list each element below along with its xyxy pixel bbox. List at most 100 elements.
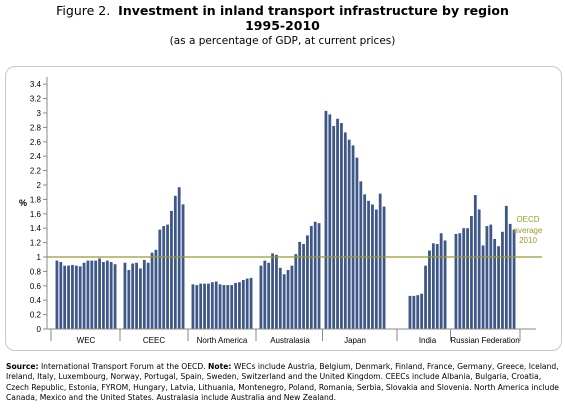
y-tick-label: 1.6 [30,210,42,219]
bar [504,205,508,329]
bar [374,209,378,329]
bar [249,277,253,329]
bar [181,204,185,329]
bar [462,228,466,329]
figure-label: Figure 2. [56,3,111,18]
bar [282,274,286,329]
bar [371,204,374,329]
reference-label-line3: 2010 [519,236,537,245]
y-tick-label: 1.2 [30,239,42,248]
x-axis: WEC CEEC North America Australasia Japan Indi… [47,328,536,345]
bar [328,114,332,329]
x-category-label: Japan [344,336,366,345]
x-category-label: WEC [77,336,96,345]
bar [78,266,82,329]
chart-panel: 0 0.2 0.4 0.6 0.8 1 1.2 1.4 1.6 1.8 2 2.2 2.4 2.6 2.8 3… [5,66,562,351]
source-label: Source: [6,362,39,371]
y-tick-label: 1.8 [30,195,42,204]
bar [177,187,181,329]
y-tick-label: 1 [37,253,42,262]
x-category-label: CEEC [143,336,165,345]
source-note: Source: International Transport Forum at… [6,362,561,403]
bar [347,139,351,329]
bar [508,223,512,329]
bar [309,226,313,329]
x-category-label: Australasia [270,336,310,345]
bar [302,244,305,329]
y-axis: 0 0.2 0.4 0.6 0.8 1 1.2 1.4 1.6 1.8 2 2.2 2.4 2.6 2.8 3… [19,77,48,334]
bar [435,244,439,329]
reference-label-line2: average [514,226,543,235]
bar [170,210,173,329]
bar-chart: 0 0.2 0.4 0.6 0.8 1 1.2 1.4 1.6 1.8 2 2.2 2.4 2.6 2.8 3… [19,77,543,345]
y-tick-label: 0.8 [30,267,42,276]
bar [241,280,245,329]
y-tick-label: 2.6 [30,138,42,147]
bar [512,229,516,329]
source-text: International Transport Forum at the OEC… [38,362,209,371]
y-tick-label: 2.8 [30,123,42,132]
bar [267,262,271,329]
x-category-label: Russian Federation [450,336,519,345]
bar [67,265,70,329]
bar [123,262,127,329]
bar [109,262,113,329]
y-tick-label: 0 [37,325,42,334]
bars [55,110,516,330]
y-tick-label: 2.2 [30,167,42,176]
bar [207,283,210,329]
bar [271,253,274,329]
bar [82,262,86,329]
bar [131,263,135,329]
bar [166,224,169,329]
bar [324,110,328,329]
figure-subtitle: (as a percentage of GDP, at current pric… [169,35,396,47]
y-tick-label: 2.4 [30,152,42,161]
bar [214,281,218,329]
bar [439,233,443,329]
y-tick-label: 3.4 [30,80,42,89]
bar [443,240,447,329]
bar [98,258,101,329]
bar [113,264,117,329]
bar [135,262,138,329]
bar [313,221,317,329]
bar [210,282,214,329]
note-label: Note: [208,362,232,371]
bar [340,123,343,329]
bar [466,228,469,329]
figure-main-title: Investment in inland transport infrastru… [118,3,509,18]
bar [317,223,321,329]
bar [378,193,382,329]
bar [94,260,98,329]
bar [162,226,166,329]
bar [203,283,206,329]
bar [173,195,177,329]
bar [139,268,142,329]
bar [234,282,237,329]
bar [363,194,367,329]
y-axis-label: % [19,198,27,208]
bar [470,215,473,329]
bar [199,283,203,329]
bar [298,241,302,329]
bar [477,209,481,329]
y-tick-label: 3 [37,109,42,118]
bar [431,243,435,329]
bar [454,233,458,329]
bar [493,239,497,329]
bar [158,229,162,329]
bar [105,260,109,329]
bar [382,206,386,329]
bar [458,233,462,329]
bar [263,260,267,329]
bar [428,250,431,329]
bar [191,284,195,329]
bar [102,262,105,329]
bar [351,145,355,329]
figure-years: 1995-2010 [245,18,320,33]
bar [55,260,59,329]
bar [127,269,131,329]
bar [238,282,241,329]
bar [290,265,294,329]
